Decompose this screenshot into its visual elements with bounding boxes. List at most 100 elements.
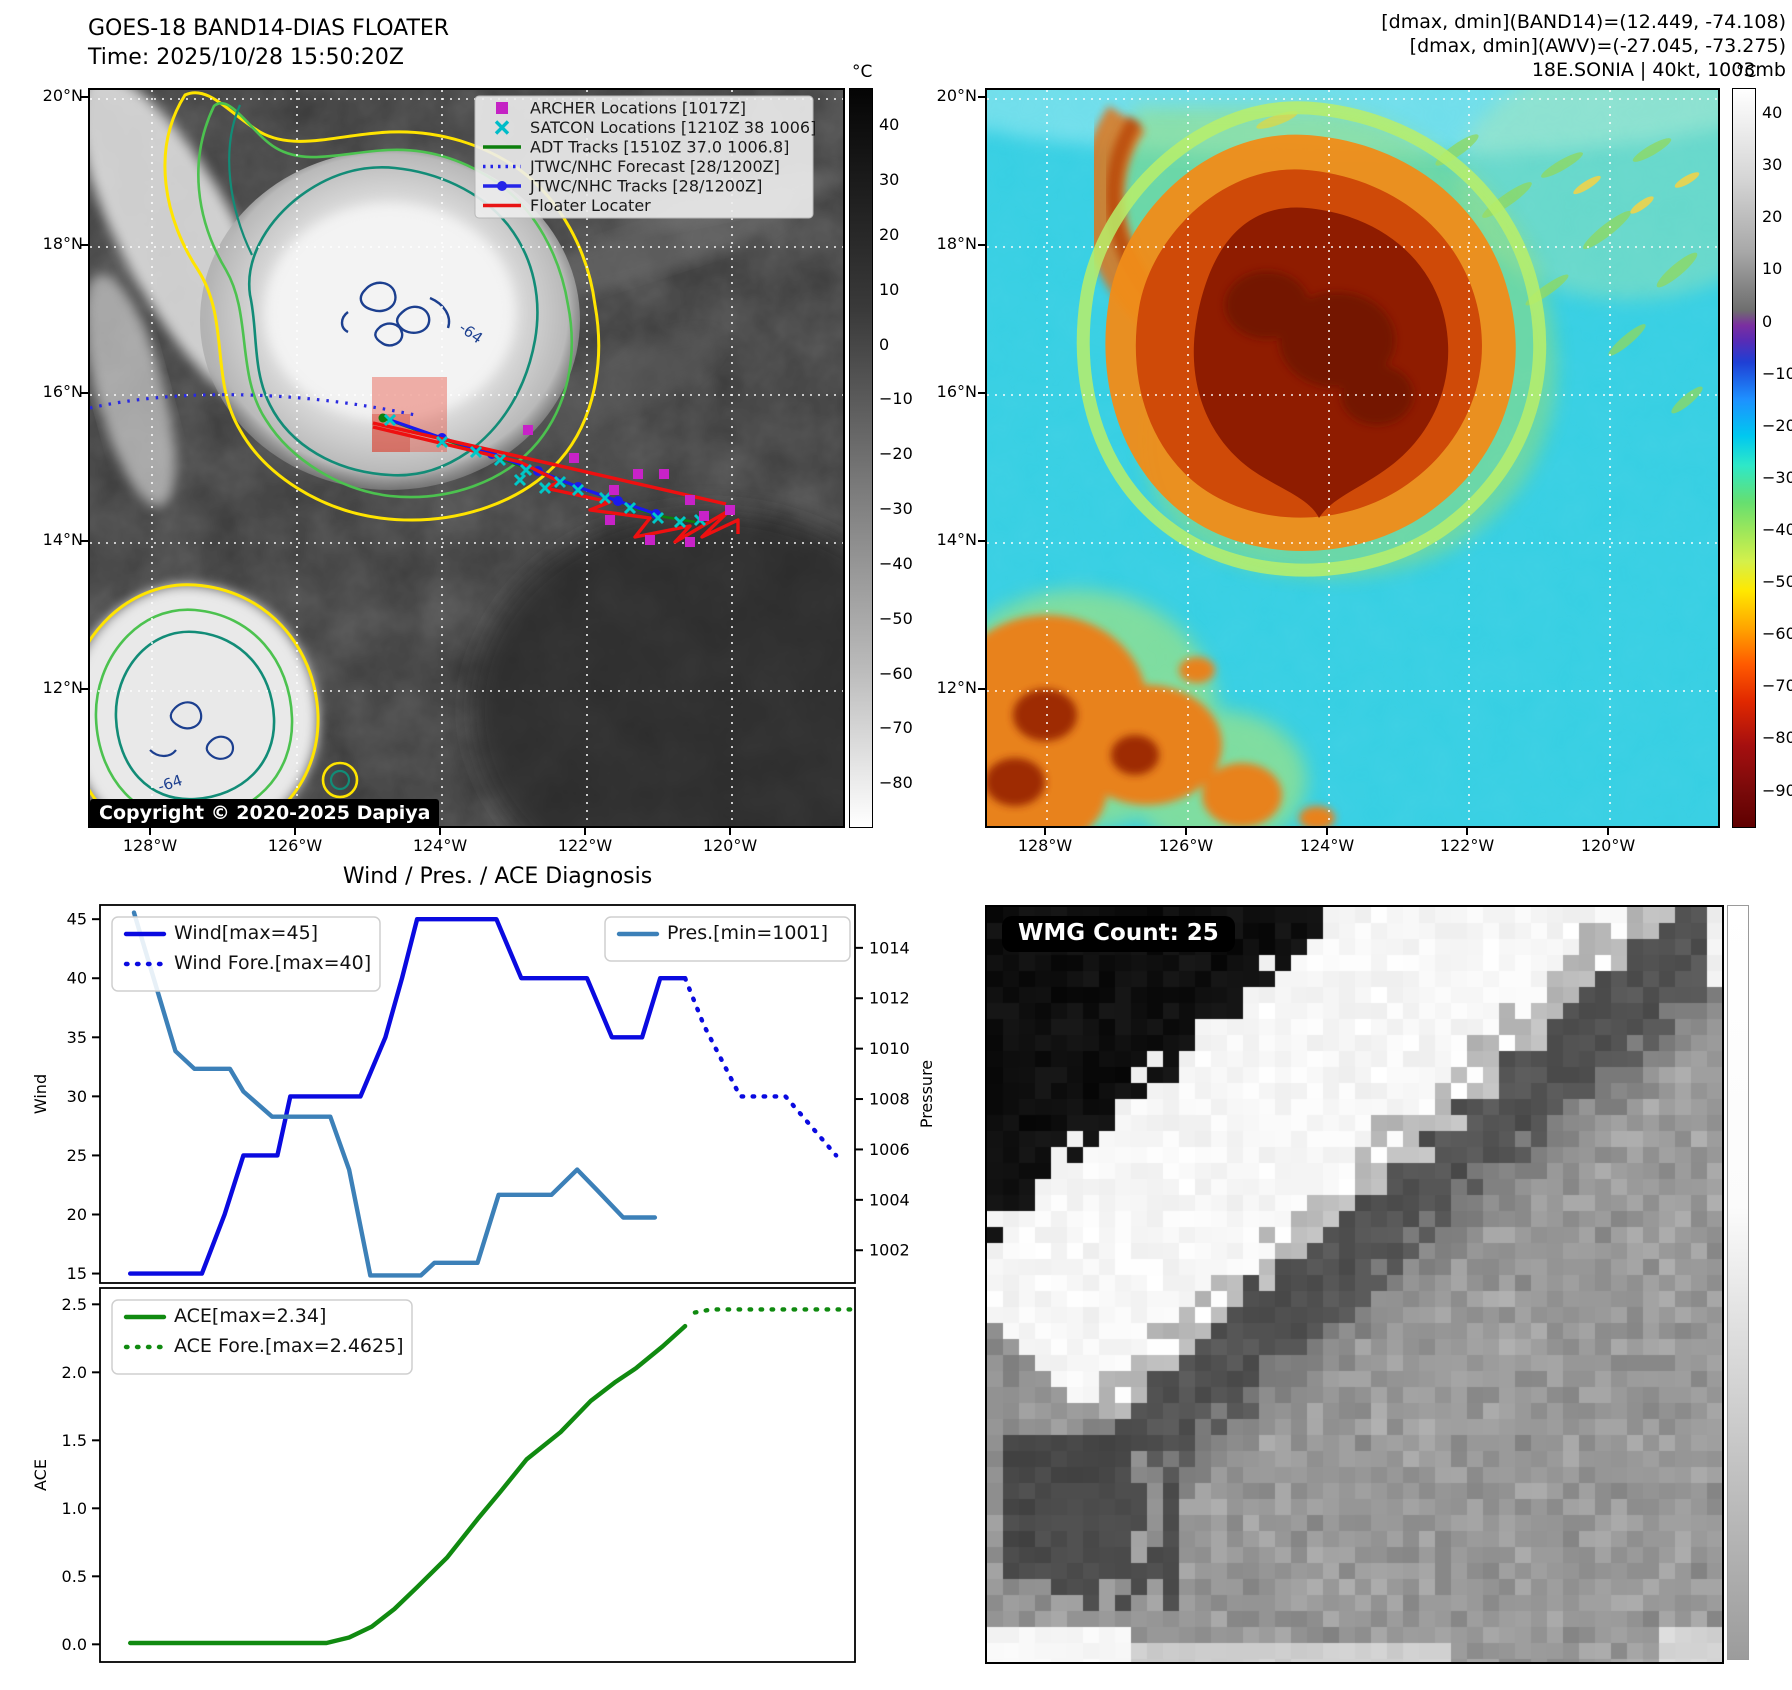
inner-navy-contours — [340, 281, 451, 347]
colorbar-tick-label: 40 — [1762, 103, 1783, 123]
storm-rim — [1076, 101, 1547, 577]
lon-tick-label: 122°W — [1439, 836, 1495, 855]
chart-legend-label: Wind[max=45] — [174, 922, 318, 944]
lat-tick-label: 14°N — [42, 530, 83, 549]
axis-tick-mark — [81, 540, 88, 542]
contour-green — [197, 102, 574, 499]
wv-colorbar-unit: °C — [1736, 62, 1757, 82]
axis-tick-mark — [978, 96, 985, 98]
colorbar-tick-label: −10 — [1762, 363, 1792, 383]
wmg-microwave-image — [985, 905, 1724, 1664]
lat-tick-label: 12°N — [42, 678, 83, 697]
map-gridlines — [90, 90, 843, 826]
right-axis-tick-label: 1010 — [869, 1039, 910, 1058]
colorbar-tick-label: −70 — [879, 718, 913, 738]
colorbar-tick-label: −30 — [879, 499, 913, 519]
legend-entry-label: SATCON Locations [1210Z 38 1006] — [530, 118, 816, 137]
map-legend: ARCHER Locations [1017Z]SATCON Locations… — [474, 95, 816, 219]
legend-entry-label: ARCHER Locations [1017Z] — [530, 99, 746, 118]
contour-teal-band — [228, 104, 253, 256]
y-axis-tick-label: 20 — [67, 1205, 87, 1224]
lat-tick-label: 16°N — [936, 382, 977, 401]
lon-tick-label: 124°W — [1299, 836, 1355, 855]
y-axis-tick-label: 2.0 — [62, 1363, 87, 1382]
wmg-side-strip — [1727, 905, 1749, 1660]
colorbar-tick-label: −30 — [1762, 467, 1792, 487]
y-axis-tick-label: 40 — [67, 969, 87, 988]
copyright-watermark: Copyright © 2020-2025 Dapiya — [90, 799, 440, 828]
contour-yellow-small — [321, 761, 359, 799]
lat-tick-label: 20°N — [42, 86, 83, 105]
ir-colorbar — [849, 88, 873, 828]
axis-tick-mark — [1185, 828, 1187, 835]
contour-teal-small — [329, 769, 351, 791]
right-axis-tick-label: 1014 — [869, 938, 910, 957]
colorbar-tick-label: 10 — [1762, 259, 1783, 279]
series-line-ace — [127, 1323, 688, 1646]
contour-yellow — [90, 583, 320, 826]
series-line-pres- — [131, 910, 658, 1278]
series-line-wind-fore- — [682, 976, 839, 1158]
lon-tick-label: 126°W — [1158, 836, 1214, 855]
colorbar-tick-label: 0 — [879, 334, 890, 354]
left-map-title: GOES-18 BAND14-DIAS FLOATER Time: 2025/1… — [88, 14, 449, 72]
axis-tick-mark — [584, 828, 586, 835]
axis-tick-mark — [729, 828, 731, 835]
axis-tick-mark — [294, 828, 296, 835]
right-axis-title: Pressure — [917, 1060, 936, 1128]
axis-tick-mark — [1466, 828, 1468, 835]
map-gridlines — [987, 90, 1718, 826]
inner-navy-contours — [149, 701, 235, 760]
axis-tick-mark — [149, 828, 151, 835]
y-axis-tick-label: 30 — [67, 1087, 87, 1106]
y-axis-tick-label: 0.0 — [62, 1635, 87, 1654]
legend-entry-label: ADT Tracks [1510Z 37.0 1006.8] — [530, 138, 789, 157]
lon-tick-label: 128°W — [1017, 836, 1073, 855]
chart-legend-label: ACE Fore.[max=2.4625] — [174, 1335, 404, 1357]
y-axis-tick-label: 1.5 — [62, 1431, 87, 1450]
colorbar-tick-label: 30 — [879, 170, 900, 190]
storm-id-label: 18E.SONIA | 40kt, 1003mb — [1531, 59, 1786, 81]
colorbar-tick-label: −50 — [1762, 572, 1792, 592]
axis-tick-mark — [1044, 828, 1046, 835]
right-axis-tick-label: 1008 — [869, 1090, 910, 1109]
right-map-header: [dmax, dmin](BAND14)=(12.449, -74.108) [… — [1381, 10, 1786, 82]
colorbar-tick-label: −90 — [1762, 780, 1792, 800]
lon-tick-label: 126°W — [267, 836, 323, 855]
lon-tick-label: 128°W — [122, 836, 178, 855]
chart-legend-label: Wind Fore.[max=40] — [174, 952, 371, 974]
axis-tick-mark — [439, 828, 441, 835]
axis-tick-mark — [81, 244, 88, 246]
lon-tick-label: 124°W — [412, 836, 468, 855]
legend-entry-label: JTWC/NHC Tracks [28/1200Z] — [529, 177, 762, 196]
axis-tick-mark — [978, 392, 985, 394]
colorbar-tick-label: 40 — [879, 115, 900, 135]
lat-tick-label: 16°N — [42, 382, 83, 401]
axis-tick-mark — [1326, 828, 1328, 835]
colorbar-tick-label: 30 — [1762, 155, 1783, 175]
archer-location-markers — [523, 425, 735, 547]
series-line-ace-fore- — [692, 1307, 854, 1315]
diagnosis-chart-title: Wind / Pres. / ACE Diagnosis — [342, 864, 653, 889]
colorbar-tick-label: −10 — [879, 389, 913, 409]
colorbar-tick-label: −60 — [1762, 624, 1792, 644]
axis-tick-mark — [978, 540, 985, 542]
right-axis-tick-label: 1004 — [869, 1190, 910, 1209]
lat-tick-label: 18°N — [936, 234, 977, 253]
satellite-product-title: GOES-18 BAND14-DIAS FLOATER — [88, 16, 450, 41]
satellite-time-label: Time: 2025/10/28 15:50:20Z — [88, 45, 404, 70]
satcon-location-markers — [383, 413, 707, 529]
axis-tick-mark — [978, 688, 985, 690]
right-axis-tick-label: 1002 — [869, 1241, 910, 1260]
lat-tick-label: 18°N — [42, 234, 83, 253]
main-storm-art: -64 — [163, 91, 601, 522]
colorbar-tick-label: −40 — [1762, 519, 1792, 539]
lon-tick-label: 122°W — [557, 836, 613, 855]
colorbar-tick-label: −50 — [879, 608, 913, 628]
lat-tick-label: 20°N — [936, 86, 977, 105]
y-axis-tick-label: 25 — [67, 1146, 87, 1165]
y-axis-title: Wind — [31, 1074, 50, 1114]
colorbar-tick-label: 10 — [879, 279, 900, 299]
colorbar-tick-label: −80 — [1762, 728, 1792, 748]
lon-tick-label: 120°W — [1580, 836, 1636, 855]
